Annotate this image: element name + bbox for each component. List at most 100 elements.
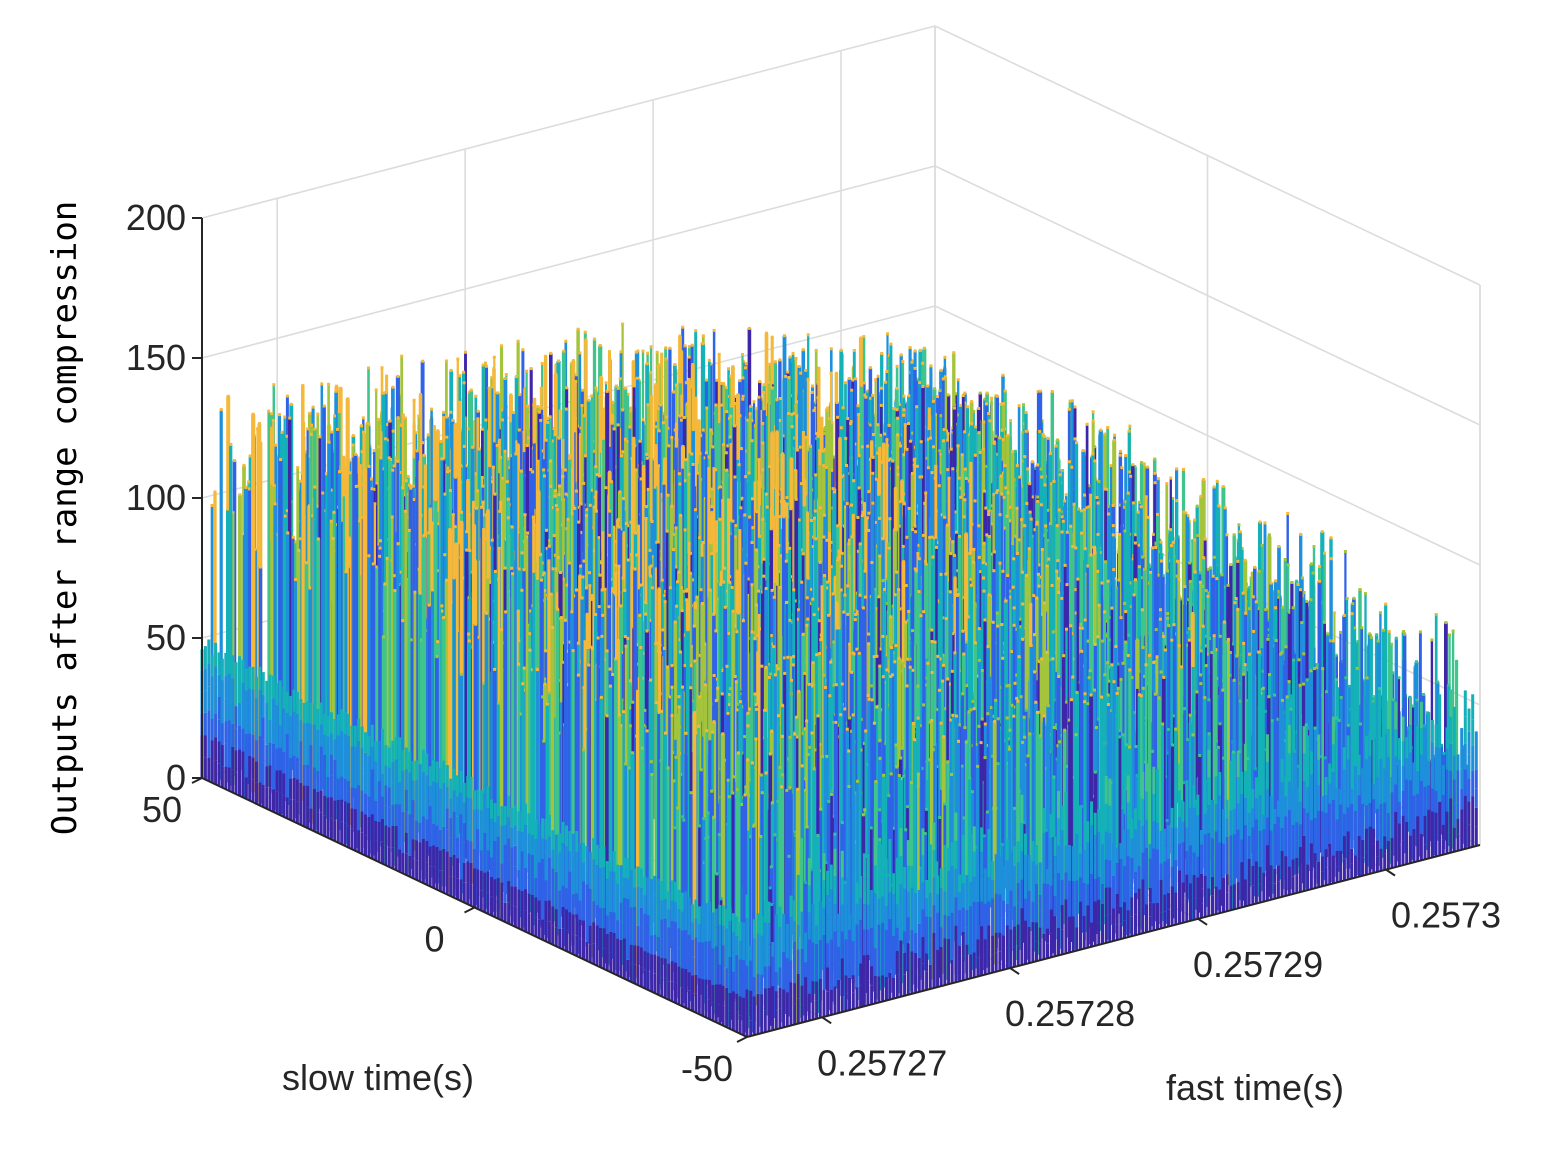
surface-spike-tip: [977, 524, 981, 528]
surface-spike-tip: [318, 435, 322, 439]
surface-spike-tip: [691, 428, 695, 432]
surface-spike-tip: [885, 602, 889, 605]
surface-spike-tip: [442, 410, 446, 414]
surface-spike-tip: [773, 424, 777, 428]
surface-spike-tip: [1171, 540, 1175, 544]
surface-spike-tip: [1220, 573, 1224, 577]
surface-spike-tip: [648, 370, 652, 374]
surface-spike-tip: [401, 413, 405, 417]
surface-spike-tip: [570, 468, 574, 472]
surface-spike-tip: [377, 445, 380, 449]
surface-spike-tip: [406, 577, 409, 581]
surface-spike-tip: [818, 506, 822, 510]
surface-spike-tip: [857, 454, 861, 458]
surface-spike-tip: [421, 359, 425, 363]
surface-spike-tip: [916, 543, 920, 547]
surface-spike-tip: [787, 412, 791, 415]
surface-spike-tip: [557, 436, 561, 440]
surface-spike-tip: [913, 524, 917, 528]
surface-spike-tip: [1099, 428, 1103, 432]
surface-spike-tip: [551, 439, 555, 443]
surface-spike-tip: [1033, 528, 1037, 532]
surface-spike-tip: [831, 487, 835, 491]
surface-spike-tip: [408, 483, 411, 487]
surface-spike-tip: [964, 477, 968, 480]
surface-spike-tip: [226, 507, 230, 511]
surface-spike-tip: [487, 386, 491, 390]
grid-line-z-left: [201, 165, 936, 359]
surface-spike-tip: [532, 440, 536, 444]
surface-spike-tip: [1229, 563, 1233, 566]
surface-spike-tip: [1056, 559, 1060, 563]
surface-spike-tip: [1202, 478, 1206, 481]
surface-spike-tip: [1085, 506, 1089, 510]
surface-spike-tip: [618, 377, 622, 381]
surface-spike-tip: [866, 389, 870, 393]
surface-spike-tip: [1258, 520, 1262, 524]
surface-spike-tip: [1131, 557, 1135, 561]
surface-spike-tip: [908, 346, 912, 350]
surface-spike-tip: [770, 431, 774, 435]
surface-spike-tip: [1127, 633, 1131, 637]
surface-spike-tip: [787, 376, 791, 379]
surface-spike-tip: [755, 510, 759, 514]
surface-spike-tip: [1128, 470, 1132, 474]
surface-spike-tip: [522, 449, 526, 453]
surface-spike-tip: [902, 394, 906, 398]
surface-spike-tip: [385, 438, 389, 442]
surface-spike-tip: [978, 450, 982, 454]
surface-spike-tip: [833, 488, 837, 492]
surface-spike-tip: [1050, 390, 1054, 393]
surface-spike-tip: [1138, 500, 1141, 504]
surface-spike-tip: [899, 444, 903, 448]
surface-spike-tip: [814, 348, 818, 352]
surface-spike-tip: [701, 428, 705, 432]
surface-spike-tip: [688, 450, 692, 454]
surface-spike-tip: [339, 386, 343, 390]
surface-spike-tip: [1096, 501, 1100, 505]
surface-spike-tip: [984, 506, 988, 510]
surface-spike-tip: [956, 378, 960, 382]
surface-spike-tip: [542, 415, 546, 419]
surface-spike-tip: [694, 396, 698, 400]
surface-spike-tip: [1145, 465, 1149, 469]
surface-spike-tip: [717, 486, 721, 490]
surface-spike-tip: [525, 444, 529, 448]
surface-spike-tip: [789, 507, 793, 511]
surface-spike-tip: [898, 500, 902, 504]
surface-spike-tip: [381, 467, 385, 471]
surface-spike-tip: [580, 388, 584, 392]
surface-spike-tip: [500, 344, 503, 348]
surface-spike-tip: [1085, 422, 1089, 426]
surface-spike-tip: [233, 459, 236, 463]
surface-spike-tip: [351, 434, 355, 438]
surface-spike-tip: [310, 423, 314, 427]
surface-spike-tip: [316, 537, 320, 541]
surface-spike-tip: [770, 386, 774, 390]
surface-spike-tip: [884, 380, 888, 384]
surface-spike-tip: [696, 471, 700, 475]
surface-spike-tip: [744, 366, 747, 370]
surface-spike-tip: [1343, 550, 1347, 553]
surface-spike-tip: [1081, 449, 1085, 453]
surface-spike-tip: [562, 439, 566, 443]
surface-spike-tip: [861, 445, 864, 449]
surface-spike-tip: [231, 511, 235, 515]
surface-spike-tip: [1188, 561, 1192, 565]
surface-spike-tip: [663, 457, 667, 461]
surface-spike-tip: [1039, 467, 1043, 471]
surface-spike-tip: [901, 360, 905, 364]
surface-spike-tip: [629, 409, 633, 413]
surface-spike-tip: [1188, 579, 1192, 583]
surface-spike-tip: [672, 390, 676, 394]
surface-spike-tip: [792, 411, 796, 415]
surface-spike-tip: [761, 441, 765, 445]
surface-spike-tip: [1056, 438, 1060, 442]
surface-spike-tip: [1030, 495, 1034, 499]
surface-spike-tip: [1137, 543, 1140, 547]
surface-spike-tip: [999, 474, 1003, 478]
surface-spike-tip: [945, 429, 948, 433]
surface-spike-tip: [1091, 410, 1095, 414]
surface-spike-tip: [759, 502, 762, 506]
surface-spike-tip: [985, 402, 988, 406]
